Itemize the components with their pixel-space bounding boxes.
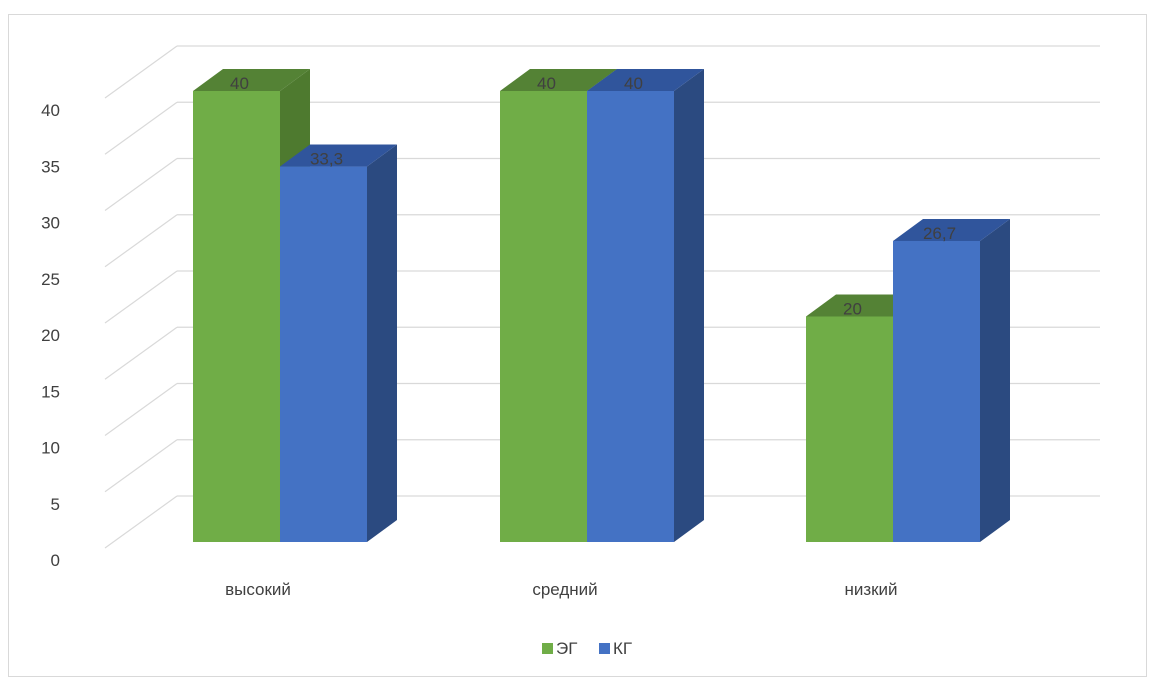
bar-КГ-высокий	[280, 144, 397, 543]
category-label: высокий	[225, 580, 291, 599]
bar-top-face	[500, 69, 617, 91]
data-label: 33,3	[310, 150, 343, 169]
bar-side-face	[674, 69, 704, 542]
bar-top-face	[587, 69, 704, 91]
side-wall-gridline	[104, 270, 178, 324]
side-wall-gridline	[104, 439, 178, 493]
bar-side-face	[980, 218, 1010, 542]
legend-item-ЭГ: ЭГ	[542, 639, 577, 658]
y-tick-label: 25	[41, 270, 60, 289]
legend-swatch	[542, 643, 553, 654]
y-tick-label: 15	[41, 382, 60, 401]
data-label: 26,7	[923, 224, 956, 243]
data-label: 40	[230, 74, 249, 93]
legend-item-КГ: КГ	[599, 639, 632, 658]
side-wall-gridline	[104, 101, 178, 155]
bar-КГ-средний	[587, 69, 704, 542]
legend-label: КГ	[613, 639, 632, 658]
bars	[193, 69, 1010, 543]
y-tick-label: 40	[41, 101, 60, 120]
bar-side-face	[367, 144, 397, 543]
chart-walls	[104, 45, 178, 549]
bar-front-face	[193, 91, 280, 542]
bar-КГ-низкий	[893, 218, 1010, 542]
bar-top-face	[193, 69, 310, 91]
bar-front-face	[806, 316, 893, 542]
category-labels: высокий средний низкий	[225, 580, 897, 599]
side-wall-gridline	[104, 495, 178, 549]
legend-label: ЭГ	[556, 639, 577, 658]
side-wall-gridline	[104, 158, 178, 211]
bar-front-face	[280, 166, 367, 543]
y-tick-label: 35	[41, 157, 60, 176]
y-tick-label: 30	[41, 214, 60, 233]
category-label: средний	[532, 580, 597, 599]
side-wall-gridline	[104, 383, 178, 436]
bar-top-face	[893, 218, 1010, 241]
y-tick-label: 5	[51, 495, 60, 514]
side-wall-gridline	[104, 326, 178, 380]
bar-front-face	[500, 91, 587, 542]
bar-front-face	[893, 240, 980, 542]
y-tick-label: 0	[51, 551, 60, 570]
y-tick-label: 20	[41, 326, 60, 345]
data-label: 40	[537, 74, 556, 93]
y-tick-label: 10	[41, 439, 60, 458]
legend: ЭГ КГ	[542, 639, 632, 658]
legend-swatch	[599, 643, 610, 654]
data-labels: 40 33,3 40 40 20 26,7	[230, 74, 956, 319]
data-label: 20	[843, 300, 862, 319]
category-label: низкий	[844, 580, 897, 599]
y-axis-ticks: 0 5 10 15 20 25 30 35 40	[41, 101, 60, 570]
data-label: 40	[624, 74, 643, 93]
side-wall-gridline	[104, 45, 178, 99]
bar-front-face	[587, 91, 674, 542]
side-wall-gridline	[104, 214, 178, 268]
bar-top-face	[280, 144, 397, 167]
